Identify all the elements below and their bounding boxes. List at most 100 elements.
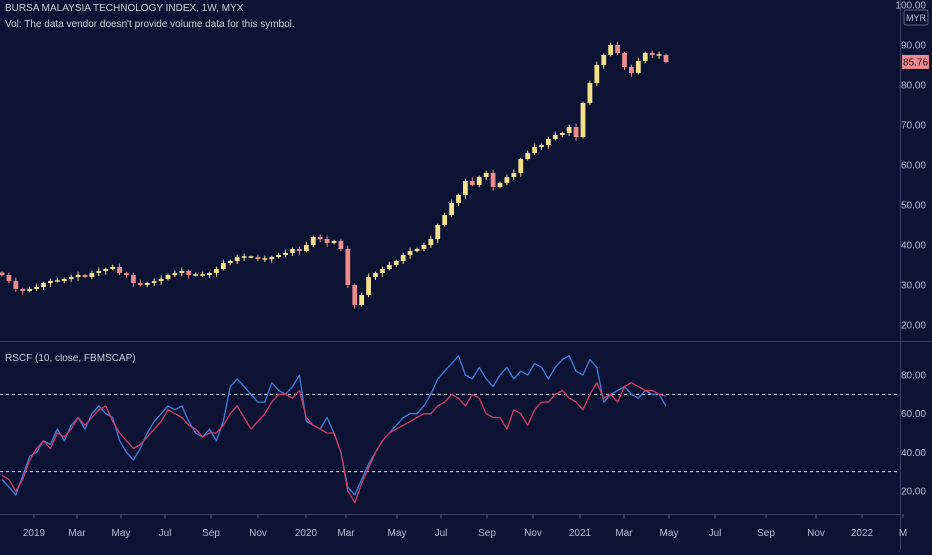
indicator-legend[interactable]: RSCF (10, close, FBMSCAP) xyxy=(5,353,136,364)
candle[interactable] xyxy=(220,259,226,271)
candle[interactable] xyxy=(303,241,309,253)
candle[interactable] xyxy=(234,254,240,264)
candle[interactable] xyxy=(366,273,371,298)
candle[interactable] xyxy=(241,253,247,261)
candle[interactable] xyxy=(476,175,482,188)
candle[interactable] xyxy=(504,174,510,186)
candle[interactable] xyxy=(34,283,39,292)
candle[interactable] xyxy=(352,283,358,309)
indicator-pane[interactable] xyxy=(0,355,900,504)
candle[interactable] xyxy=(525,150,531,161)
candle[interactable] xyxy=(373,271,378,280)
candle[interactable] xyxy=(255,254,261,262)
candle[interactable] xyxy=(117,263,122,276)
candle[interactable] xyxy=(172,270,178,278)
candle[interactable] xyxy=(227,259,233,266)
candle[interactable] xyxy=(400,252,406,264)
candle[interactable] xyxy=(248,255,254,259)
candle[interactable] xyxy=(310,235,316,248)
candle[interactable] xyxy=(421,242,427,252)
candle[interactable] xyxy=(386,261,392,271)
candle[interactable] xyxy=(13,277,19,292)
candle[interactable] xyxy=(539,143,544,150)
candle[interactable] xyxy=(615,41,620,56)
candle[interactable] xyxy=(511,169,517,180)
candle[interactable] xyxy=(435,223,441,243)
candle[interactable] xyxy=(428,235,434,248)
candle[interactable] xyxy=(608,42,614,57)
candle[interactable] xyxy=(469,177,475,187)
candle[interactable] xyxy=(345,245,351,288)
candle[interactable] xyxy=(103,267,109,275)
candle[interactable] xyxy=(483,170,489,180)
candle[interactable] xyxy=(532,143,537,156)
candle[interactable] xyxy=(414,247,420,253)
candle[interactable] xyxy=(380,266,385,277)
candle[interactable] xyxy=(559,131,565,138)
candle[interactable] xyxy=(137,279,143,287)
candle[interactable] xyxy=(61,277,67,284)
candle[interactable] xyxy=(587,80,593,106)
candle[interactable] xyxy=(580,101,586,139)
price-axis[interactable]: 100.00 90.00 80.00 70.00 60.00 50.00 40.00 30.0… xyxy=(895,1,929,332)
price-pane[interactable] xyxy=(0,41,669,309)
candle[interactable] xyxy=(601,53,607,69)
candle[interactable] xyxy=(20,287,26,295)
candle[interactable] xyxy=(151,278,157,286)
candle[interactable] xyxy=(552,131,558,141)
candle[interactable] xyxy=(317,234,323,242)
candle[interactable] xyxy=(48,278,53,287)
candle[interactable] xyxy=(642,51,648,64)
candle[interactable] xyxy=(594,61,600,86)
candle[interactable] xyxy=(110,264,116,271)
candle[interactable] xyxy=(359,292,365,307)
candle[interactable] xyxy=(649,50,655,58)
candle[interactable] xyxy=(449,199,454,218)
candle[interactable] xyxy=(96,267,102,276)
candle[interactable] xyxy=(179,267,185,276)
candle[interactable] xyxy=(497,181,503,189)
candle[interactable] xyxy=(68,274,74,282)
candle[interactable] xyxy=(144,281,150,288)
indicator-axis[interactable]: 80.00 60.00 40.00 20.00 xyxy=(901,371,926,498)
candle[interactable] xyxy=(193,272,199,277)
candle[interactable] xyxy=(0,271,5,277)
candle[interactable] xyxy=(290,247,295,256)
candle[interactable] xyxy=(331,239,337,245)
candle[interactable] xyxy=(456,193,461,206)
candle[interactable] xyxy=(663,53,669,64)
candle[interactable] xyxy=(442,212,448,227)
candle[interactable] xyxy=(635,57,641,75)
candle[interactable] xyxy=(269,255,275,263)
time-axis[interactable]: 2019 Mar May Jul Sep Nov 2020 Mar May Jul Sep Nov 20… xyxy=(23,514,907,539)
candle[interactable] xyxy=(297,246,302,255)
candle[interactable] xyxy=(283,249,288,258)
candle[interactable] xyxy=(82,273,88,279)
candle[interactable] xyxy=(656,51,662,59)
candle[interactable] xyxy=(124,271,129,278)
candle[interactable] xyxy=(89,270,95,280)
candle[interactable] xyxy=(158,275,164,285)
candle[interactable] xyxy=(207,271,212,278)
currency-label[interactable]: MYR xyxy=(903,9,929,26)
candle[interactable] xyxy=(546,136,551,149)
candle[interactable] xyxy=(324,235,330,247)
candle[interactable] xyxy=(393,259,399,268)
candle[interactable] xyxy=(276,252,282,259)
candle[interactable] xyxy=(41,281,46,290)
symbol-legend[interactable]: BURSA MALAYSIA TECHNOLOGY INDEX, 1W, MYX xyxy=(5,3,244,14)
candle[interactable] xyxy=(629,64,634,77)
candle[interactable] xyxy=(518,157,524,177)
candle[interactable] xyxy=(165,273,171,281)
candle[interactable] xyxy=(27,286,33,293)
candle[interactable] xyxy=(490,169,496,191)
rsc-line-red[interactable] xyxy=(1,382,667,504)
candle[interactable] xyxy=(262,255,268,262)
candle[interactable] xyxy=(573,123,579,141)
candle[interactable] xyxy=(6,272,12,284)
candle[interactable] xyxy=(463,178,468,199)
candle[interactable] xyxy=(407,247,413,259)
candle[interactable] xyxy=(54,277,60,283)
candle[interactable] xyxy=(214,266,219,277)
candle[interactable] xyxy=(622,51,627,70)
